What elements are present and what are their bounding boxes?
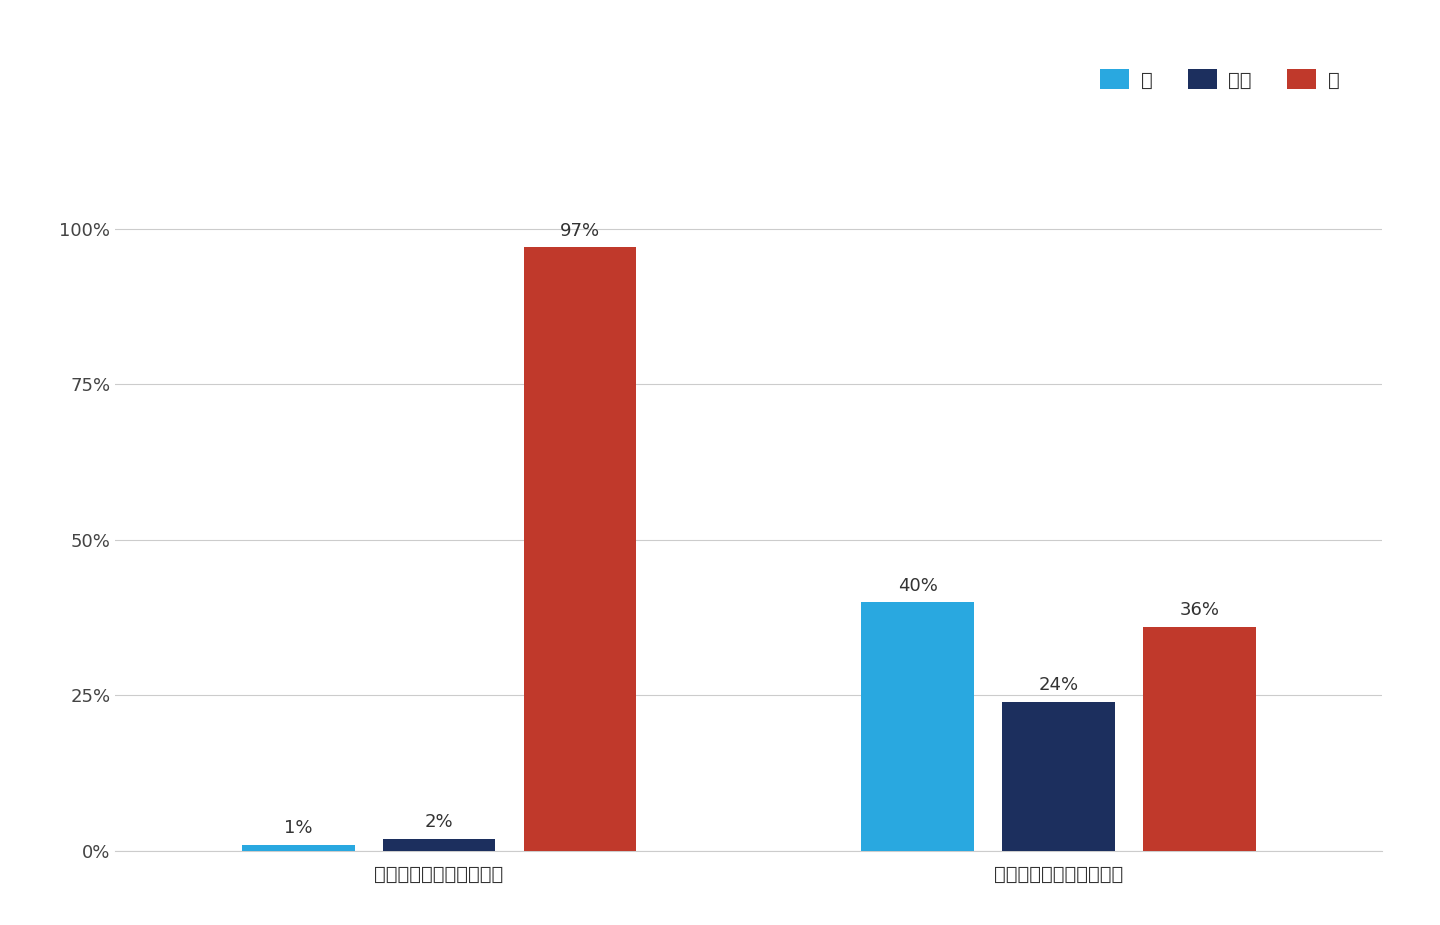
Bar xyxy=(524,247,636,851)
Text: 40%: 40% xyxy=(897,576,937,595)
Legend: 低, 中等, 高: 低, 中等, 高 xyxy=(1093,62,1348,98)
Bar xyxy=(383,839,495,851)
Text: 1%: 1% xyxy=(284,820,312,837)
Text: 97%: 97% xyxy=(560,222,600,240)
Text: 2%: 2% xyxy=(425,813,454,831)
Text: 36%: 36% xyxy=(1179,601,1220,620)
Bar xyxy=(861,602,973,851)
Bar xyxy=(1143,627,1256,851)
Bar xyxy=(1002,702,1115,851)
Text: 24%: 24% xyxy=(1038,676,1079,694)
Bar xyxy=(242,845,354,851)
Text: 使用网络抓取检测前后的风险等级: 使用网络抓取检测前后的风险等级 xyxy=(219,137,543,171)
Text: Akamai: Akamai xyxy=(1115,140,1243,168)
